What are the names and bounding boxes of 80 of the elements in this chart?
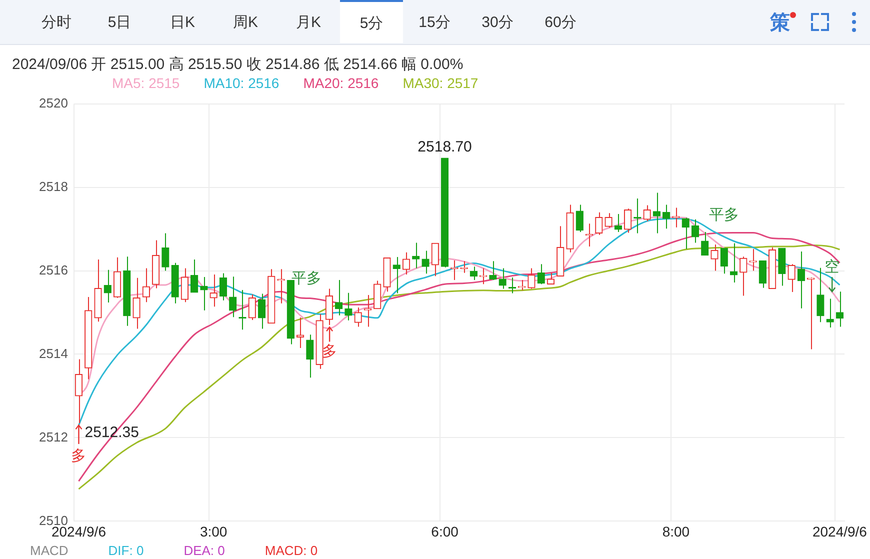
text: 60分 (544, 13, 578, 33)
candlestick (374, 280, 382, 310)
candlestick (528, 268, 536, 290)
x-tick-label: 2024/9/6 (812, 523, 868, 540)
candlestick (730, 242, 738, 283)
candlestick (826, 298, 834, 328)
text: 月K (294, 13, 322, 33)
candlestick (74, 358, 83, 424)
candlestick (162, 232, 170, 272)
x-tick-label: 8:00 (662, 523, 690, 540)
y-tick-label: 2512 (39, 429, 68, 444)
candlestick (334, 279, 343, 316)
candlestick (720, 248, 728, 274)
annotation: 平多 (292, 269, 322, 287)
annotation: 平多 (709, 206, 740, 224)
annotation: 空 (824, 257, 840, 276)
candlestick (816, 267, 824, 323)
text: MACD: 0 (264, 543, 318, 558)
text: 30分 (480, 13, 514, 33)
y-tick-label: 2514 (39, 346, 68, 361)
candlestick (576, 204, 584, 232)
candlestick (710, 244, 718, 272)
text: DIF: 0 (108, 543, 144, 558)
candlestick (489, 260, 497, 280)
y-tick-label: 2520 (39, 95, 68, 110)
candlestick (229, 276, 237, 318)
y-tick-label: 2518 (39, 178, 68, 194)
candlestick (836, 291, 844, 328)
candlestick (412, 242, 420, 269)
candlestick (652, 192, 661, 234)
candlestick (306, 334, 314, 378)
candlestick (431, 242, 439, 277)
text: 周K (232, 13, 259, 33)
chart-subtitle: 2024/09/06 开 2515.00 高 2515.50 收 2514.86 低 2514.66 幅 0.00% (12, 55, 464, 74)
text: MACD (30, 543, 68, 558)
candlestick (248, 294, 256, 321)
candlestick (258, 293, 266, 330)
candlestick (758, 260, 766, 288)
candlestick (624, 208, 632, 234)
candlestick (546, 272, 555, 285)
candlestick (595, 212, 603, 236)
text: 策 (770, 11, 790, 36)
text: MA20: 2516 (303, 75, 379, 91)
text: DEA: 0 (184, 543, 225, 558)
candlestick (142, 268, 150, 303)
text: 15分 (418, 13, 452, 33)
candlestick (518, 279, 526, 291)
candlestick (344, 292, 352, 321)
candlestick (200, 276, 208, 311)
x-tick-label: 3:00 (200, 523, 228, 540)
candlestick (788, 264, 796, 293)
candlestick (701, 231, 709, 256)
candlestick (498, 268, 506, 290)
candlestick (422, 250, 430, 274)
text: MA10: 2516 (204, 75, 280, 91)
candlestick (104, 269, 112, 303)
y-tick-label: 2516 (39, 262, 68, 278)
candlestick (614, 213, 622, 232)
x-tick-label: 6:00 (431, 523, 459, 540)
annotation: 2518.70 (418, 138, 472, 156)
candlestick (662, 204, 670, 230)
candlestick (190, 258, 198, 293)
text: 日K (168, 13, 196, 33)
annotation: 多 (71, 446, 86, 464)
y-tick-label: 2510 (39, 512, 68, 528)
text: 5日 (106, 13, 132, 33)
candlestick (392, 256, 400, 294)
candlestick (682, 217, 690, 250)
candlestick (210, 274, 218, 308)
candlestick (740, 256, 748, 296)
candlestick (180, 268, 189, 303)
text: 分时 (40, 13, 72, 33)
candlestick (797, 251, 806, 309)
candlestick (219, 272, 228, 301)
text: MA30: 2517 (402, 75, 478, 91)
text: 5分 (340, 0, 403, 43)
candlestick (296, 317, 304, 348)
candlestick (132, 277, 140, 330)
candlestick (749, 248, 757, 272)
text: MA5: 2515 (112, 75, 180, 91)
